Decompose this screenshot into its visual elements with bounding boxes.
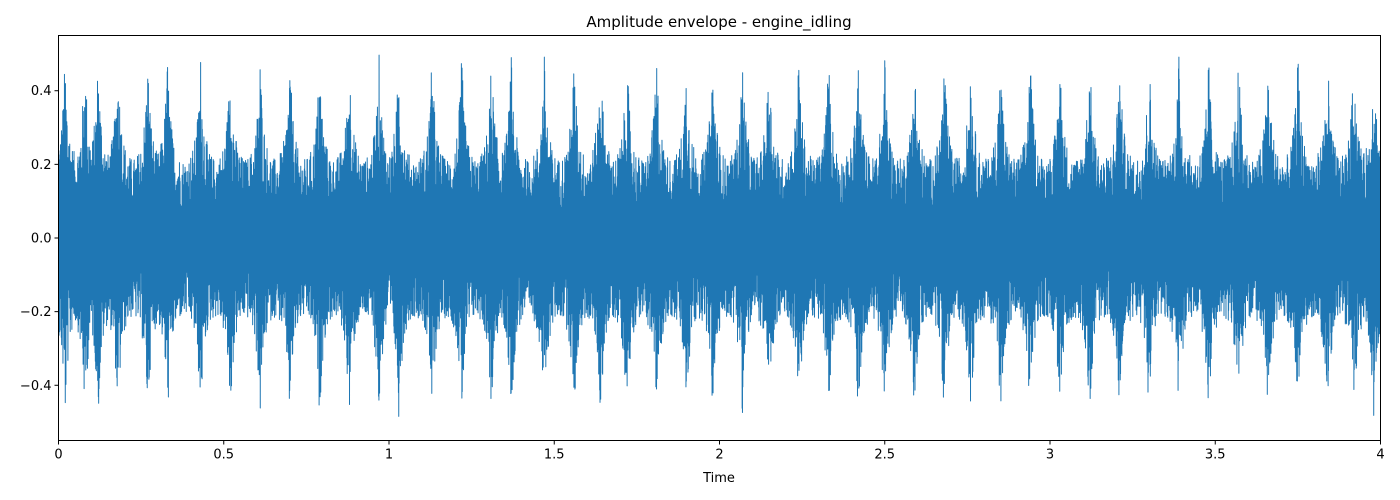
x-tick-label: 2 — [715, 448, 723, 463]
y-axis: −0.4 −0.2 0.0 0.2 0.4 — [20, 84, 59, 394]
y-tick-label: 0.0 — [31, 232, 52, 247]
x-tick-label: 1.5 — [544, 448, 565, 463]
x-tick-label: 4 — [1376, 448, 1384, 463]
x-tick-label: 0 — [54, 448, 62, 463]
y-tick-label: −0.2 — [20, 305, 52, 320]
x-tick-label: 0.5 — [213, 448, 234, 463]
y-tick-label: −0.4 — [20, 379, 52, 394]
x-axis: 0 0.5 1 1.5 2 2.5 3 3.5 4 — [54, 440, 1385, 463]
x-axis-label: Time — [702, 471, 735, 486]
x-tick-label: 1 — [385, 448, 393, 463]
y-tick-label: 0.4 — [31, 84, 52, 99]
x-tick-label: 3 — [1046, 448, 1054, 463]
x-tick-label: 2.5 — [874, 448, 895, 463]
series-group — [58, 54, 1381, 417]
chart-title: Amplitude envelope - engine_idling — [586, 13, 851, 32]
y-tick-label: 0.2 — [31, 158, 52, 173]
x-tick-label: 3.5 — [1205, 448, 1226, 463]
plot-area — [58, 35, 1381, 441]
waveform-line — [58, 54, 1381, 417]
